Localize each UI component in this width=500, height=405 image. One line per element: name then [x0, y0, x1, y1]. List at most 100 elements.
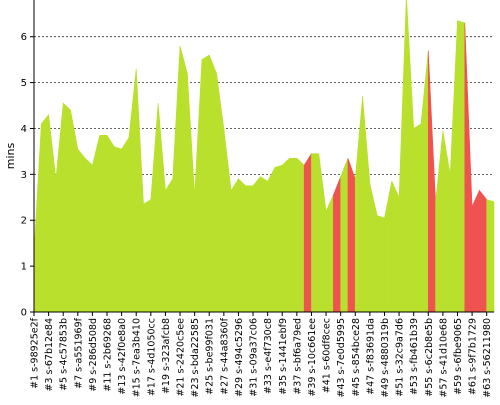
x-tick-layer: #1 s-98925e2f #3 s-67b12e84 #5 s-4c57853b #… — [30, 312, 493, 398]
x-tick-label: #13 s-42f0e8a0 — [117, 318, 128, 395]
area-segment — [311, 153, 320, 313]
x-tick-label: #61 s-9f7b1729 — [468, 318, 479, 395]
area-segment — [471, 190, 480, 313]
area-segment — [48, 114, 57, 313]
area-segment — [303, 152, 312, 313]
x-tick-label: #25 s-be99f031 — [205, 318, 216, 395]
area-segment — [208, 54, 217, 313]
area-segment — [135, 68, 144, 313]
x-tick-label: #51 s-32c9a7d6 — [395, 318, 406, 397]
area-segment — [435, 130, 444, 313]
area-segment — [121, 136, 130, 313]
area-segment — [114, 146, 122, 313]
area-segment — [347, 158, 356, 313]
x-tick-label: #49 s-4880319b — [380, 318, 391, 398]
y-tick-label: 4 — [21, 124, 27, 135]
area-segment — [427, 50, 436, 313]
area-layer — [33, 0, 495, 313]
area-segment — [333, 176, 341, 313]
x-tick-label: #59 s-6fbe9065 — [453, 318, 464, 395]
area-segment — [267, 167, 276, 313]
area-segment — [216, 73, 225, 313]
x-tick-label: #35 s-1441ebf9 — [278, 318, 289, 395]
area-segment — [70, 110, 79, 313]
area-segment — [92, 135, 101, 313]
y-tick-layer: 0 1 2 3 4 5 6 — [21, 32, 34, 319]
y-tick-label: 6 — [21, 32, 27, 43]
area-segment — [252, 175, 261, 313]
y-tick-label: 0 — [21, 308, 27, 319]
area-segment — [223, 128, 232, 313]
area-segment — [230, 177, 239, 313]
y-tick-label: 5 — [21, 78, 27, 89]
x-tick-label: #7 s-a551969f — [73, 317, 84, 388]
x-tick-label: #5 s-4c57853b — [59, 318, 70, 391]
axis-layer — [33, 0, 494, 313]
area-segment — [486, 199, 495, 313]
x-tick-label: #55 s-6c2b8e5b — [424, 318, 435, 397]
area-segment — [62, 102, 71, 313]
area-segment — [150, 103, 159, 313]
area-segment — [179, 45, 188, 313]
area-segment — [325, 194, 334, 313]
area-segment — [33, 123, 42, 313]
area-segment — [55, 103, 64, 313]
area-segment — [413, 123, 422, 313]
area-segment — [449, 20, 458, 313]
area-segment — [369, 183, 378, 313]
x-tick-label: #3 s-67b12e84 — [44, 318, 55, 392]
area-segment — [157, 103, 166, 313]
x-tick-label: #53 s-fb461b39 — [409, 318, 420, 395]
area-segment — [106, 134, 115, 313]
x-tick-label: #27 s-44a8360f — [219, 317, 230, 395]
x-tick-label: #57 s-41d10e68 — [438, 318, 449, 398]
area-segment — [281, 157, 290, 313]
area-segment — [384, 181, 393, 313]
area-segment — [41, 113, 49, 313]
area-segment — [245, 185, 254, 313]
area-segment — [172, 45, 181, 313]
x-tick-label: #31 s-09a37c06 — [249, 318, 260, 397]
area-segment — [420, 50, 429, 313]
area-segment — [464, 22, 473, 313]
area-segment — [289, 157, 298, 313]
x-tick-label: #47 s-f83691da — [365, 318, 376, 395]
area-segment — [442, 130, 451, 313]
area-segment — [165, 177, 174, 313]
y-tick-label: 3 — [21, 170, 27, 181]
area-segment — [201, 54, 210, 313]
x-tick-label: #23 s-bda22585 — [190, 318, 201, 398]
x-tick-label: #9 s-286d508d — [88, 318, 99, 392]
y-tick-label: 1 — [21, 262, 27, 273]
x-tick-label: #19 s-323afcb8 — [161, 318, 172, 394]
y-axis-label: mins — [4, 142, 17, 169]
area-segment — [194, 59, 203, 313]
area-segment — [77, 148, 86, 313]
area-segment — [318, 153, 327, 313]
area-segment — [398, 0, 407, 313]
area-segment — [457, 20, 466, 313]
x-tick-label: #41 s-60df8cec — [322, 318, 333, 393]
x-tick-label: #43 s-7e0d5995 — [336, 318, 347, 398]
x-tick-label: #21 s-2420c5ee — [176, 318, 187, 397]
area-segment — [260, 176, 268, 313]
x-tick-label: #39 s-10c661ee — [307, 318, 318, 397]
area-segment — [274, 164, 283, 313]
area-segment — [128, 68, 137, 313]
area-segment — [376, 215, 385, 313]
area-segment — [406, 0, 414, 313]
area-segment — [340, 158, 349, 313]
area-segment — [143, 199, 152, 313]
x-tick-label: #63 s-56211980 — [482, 318, 493, 398]
y-tick-label: 2 — [21, 216, 27, 227]
area-segment — [99, 135, 108, 313]
x-tick-label: #17 s-4d1050cc — [146, 318, 157, 396]
x-tick-label: #11 s-2b69268 — [103, 318, 114, 392]
x-tick-label: #29 s-494c5296 — [234, 318, 245, 397]
area-segment — [238, 178, 247, 313]
x-tick-label: #45 s-854bce28 — [351, 318, 362, 397]
x-tick-label: #37 s-bf6a79ed — [292, 318, 303, 395]
area-segment — [479, 189, 487, 313]
